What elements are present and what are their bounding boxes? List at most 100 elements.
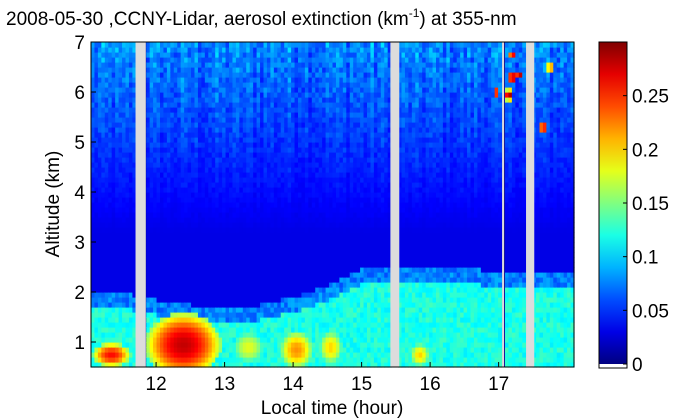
heatmap-cell — [335, 47, 340, 53]
heatmap-cell — [239, 177, 244, 183]
heatmap-cell — [149, 307, 154, 313]
heatmap-cell — [101, 267, 106, 273]
heatmap-cell — [125, 197, 130, 203]
heatmap-cell — [125, 252, 130, 258]
heatmap-cell — [349, 302, 354, 308]
heatmap-cell — [91, 107, 96, 113]
heatmap-cell — [132, 107, 137, 113]
heatmap-cell — [246, 202, 251, 208]
heatmap-cell — [298, 187, 303, 193]
heatmap-cell — [108, 197, 113, 203]
heatmap-cell — [232, 187, 237, 193]
heatmap-cell — [149, 262, 154, 268]
heatmap-cell — [325, 157, 330, 163]
heatmap-cell — [335, 342, 340, 348]
heatmap-cell — [235, 322, 240, 328]
heatmap-cell — [170, 362, 175, 368]
heatmap-cell — [115, 207, 120, 213]
heatmap-cell — [166, 242, 171, 248]
heatmap-cell — [270, 317, 275, 323]
heatmap-cell — [132, 82, 137, 88]
heatmap-cell — [108, 302, 113, 308]
heatmap-cell — [197, 122, 202, 128]
heatmap-cell — [356, 247, 361, 253]
heatmap-cell — [308, 202, 313, 208]
heatmap-cell — [242, 77, 247, 83]
heatmap-cell — [173, 242, 178, 248]
heatmap-cell — [270, 52, 275, 58]
heatmap-cell — [235, 237, 240, 243]
heatmap-cell — [304, 112, 309, 118]
heatmap-cell — [287, 82, 292, 88]
heatmap-cell — [108, 227, 113, 233]
heatmap-cell — [94, 62, 99, 68]
heatmap-cell — [97, 322, 102, 328]
heatmap-cell — [211, 242, 216, 248]
heatmap-cell — [166, 297, 171, 303]
heatmap-cell — [125, 292, 130, 298]
heatmap-cell — [122, 132, 127, 138]
heatmap-cell — [170, 212, 175, 218]
heatmap-cell — [180, 267, 185, 273]
heatmap-cell — [301, 197, 306, 203]
heatmap-cell — [160, 42, 165, 48]
heatmap-cell — [111, 327, 116, 333]
heatmap-cell — [122, 232, 127, 238]
heatmap-cell — [201, 282, 206, 288]
heatmap-cell — [266, 277, 271, 283]
heatmap-cell — [101, 177, 106, 183]
heatmap-cell — [149, 147, 154, 153]
heatmap-cell — [160, 202, 165, 208]
heatmap-cell — [304, 207, 309, 213]
heatmap-cell — [291, 57, 296, 63]
heatmap-cell — [329, 247, 334, 253]
heatmap-cell — [325, 137, 330, 143]
heatmap-cell — [246, 277, 251, 283]
heatmap-cell — [132, 187, 137, 193]
heatmap-cell — [122, 307, 127, 313]
heatmap-cell — [215, 42, 220, 48]
heatmap-cell — [363, 202, 368, 208]
heatmap-cell — [349, 202, 354, 208]
heatmap-cell — [160, 117, 165, 123]
heatmap-cell — [97, 122, 102, 128]
heatmap-cell — [315, 192, 320, 198]
heatmap-cell — [97, 192, 102, 198]
heatmap-cell — [132, 322, 137, 328]
heatmap-cell — [180, 142, 185, 148]
heatmap-cell — [363, 162, 368, 168]
heatmap-cell — [122, 137, 127, 143]
heatmap-cell — [235, 207, 240, 213]
heatmap-cell — [260, 297, 265, 303]
heatmap-cell — [232, 202, 237, 208]
heatmap-cell — [194, 337, 199, 343]
heatmap-cell — [260, 202, 265, 208]
heatmap-cell — [191, 147, 196, 153]
heatmap-cell — [249, 362, 254, 368]
heatmap-cell — [173, 277, 178, 283]
heatmap-cell — [180, 102, 185, 108]
heatmap-cell — [239, 352, 244, 358]
heatmap-cell — [273, 117, 278, 123]
heatmap-cell — [253, 142, 258, 148]
heatmap-cell — [166, 307, 171, 313]
heatmap-cell — [170, 322, 175, 328]
heatmap-cell — [108, 92, 113, 98]
heatmap-cell — [239, 347, 244, 353]
heatmap-cell — [311, 247, 316, 253]
heatmap-cell — [104, 202, 109, 208]
heatmap-cell — [191, 177, 196, 183]
heatmap-cell — [101, 192, 106, 198]
heatmap-cell — [132, 122, 137, 128]
heatmap-cell — [211, 357, 216, 363]
heatmap-cell — [294, 347, 299, 353]
heatmap-cell — [194, 282, 199, 288]
heatmap-cell — [335, 362, 340, 368]
heatmap-cell — [225, 247, 230, 253]
heatmap-cell — [349, 102, 354, 108]
heatmap-cell — [125, 272, 130, 278]
heatmap-cell — [325, 192, 330, 198]
heatmap-cell — [115, 302, 120, 308]
heatmap-cell — [201, 262, 206, 268]
heatmap-cell — [128, 57, 133, 63]
